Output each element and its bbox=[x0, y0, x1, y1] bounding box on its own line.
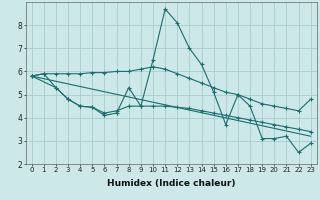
X-axis label: Humidex (Indice chaleur): Humidex (Indice chaleur) bbox=[107, 179, 236, 188]
